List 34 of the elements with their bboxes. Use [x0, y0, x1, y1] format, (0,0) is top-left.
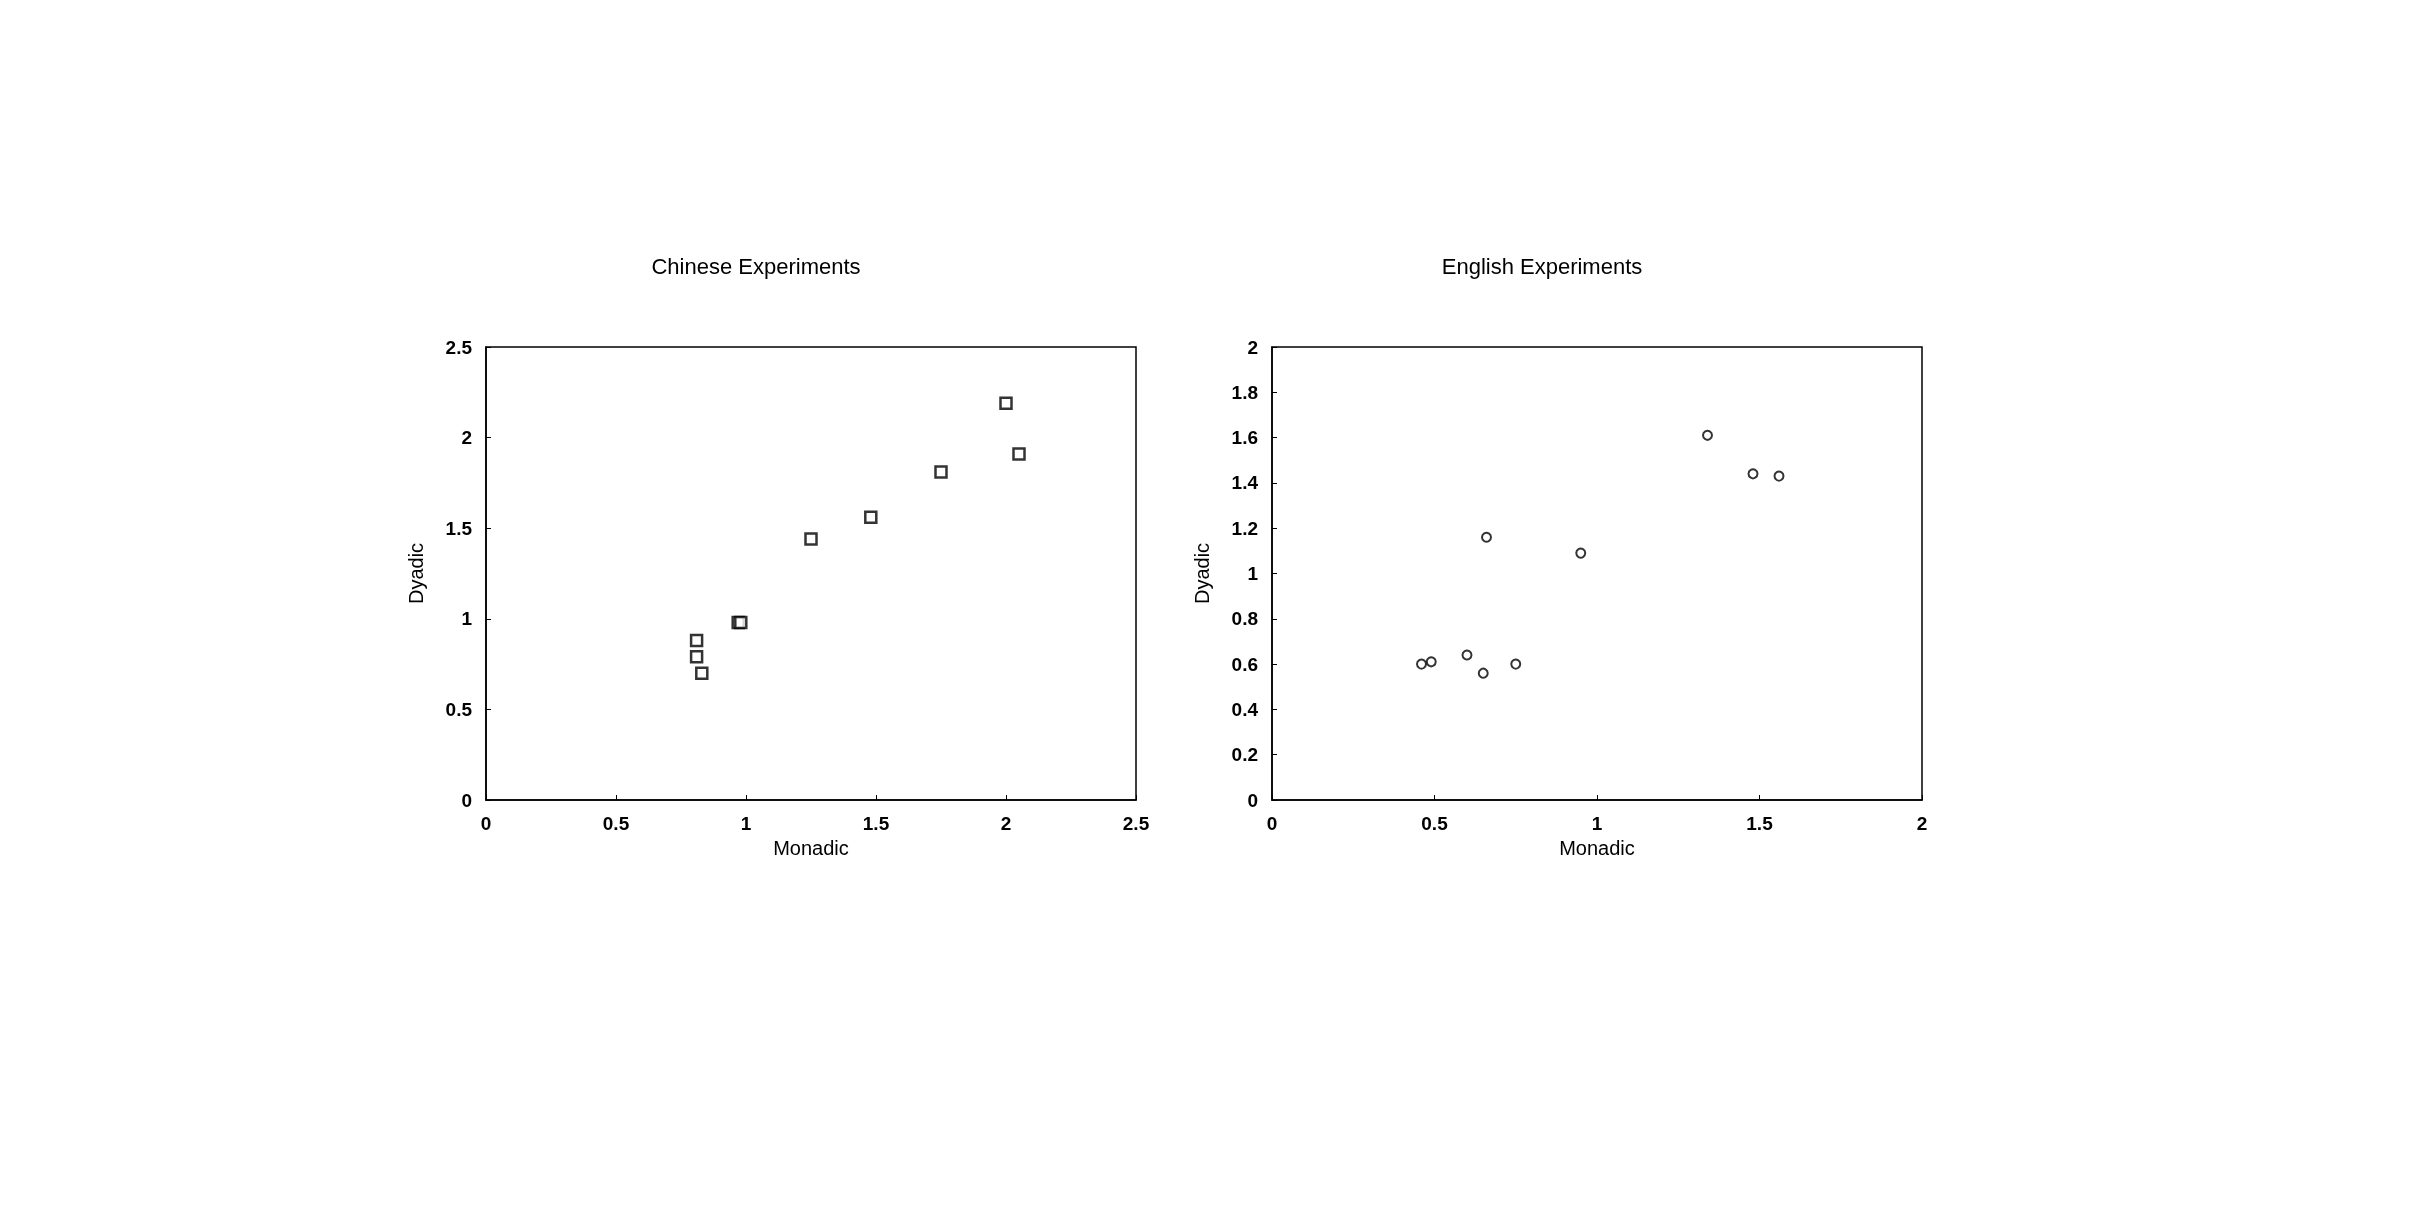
y-tick-label: 0.6	[1231, 653, 1258, 675]
y-tick-label: 0	[1247, 789, 1258, 811]
x-tick-label: 2	[1916, 813, 1928, 834]
x-tick-label: 1.5	[862, 813, 890, 834]
x-tick-label: 0	[480, 813, 492, 834]
y-tick-label: 1.8	[1231, 381, 1258, 403]
y-tick-label: 2	[461, 427, 472, 449]
x-tick-label: 0	[1266, 813, 1278, 834]
y-tick-label: 0.2	[1231, 744, 1258, 766]
y-axis-title: Dyadic	[1191, 542, 1213, 605]
x-tick-label: 1.5	[1746, 813, 1774, 834]
x-tick-label: 2	[1000, 813, 1012, 834]
x-tick-label: 2.5	[1122, 813, 1150, 834]
y-tick-label: 1.2	[1231, 517, 1258, 539]
y-tick-label: 1.6	[1231, 427, 1258, 449]
y-tick-label: 2.5	[445, 336, 473, 358]
y-tick-label: 1.4	[1231, 472, 1259, 494]
y-tick-label: 0	[461, 789, 472, 811]
y-tick-label: 1.5	[445, 517, 473, 539]
y-axis-title: Dyadic	[405, 542, 427, 605]
y-tick-label: 1	[1247, 563, 1259, 584]
y-tick-label: 1	[461, 608, 473, 630]
x-tick-label: 0.5	[602, 813, 630, 834]
y-tick-label: 2	[1247, 336, 1258, 358]
y-tick-label: 0.4	[1231, 698, 1259, 720]
x-axis-title: Monadic	[773, 836, 849, 859]
x-tick-label: 1	[740, 813, 752, 834]
y-tick-label: 0.8	[1231, 608, 1258, 630]
y-tick-label: 0.5	[445, 698, 473, 720]
chart-title: Chinese Experiments	[651, 253, 861, 279]
x-axis-title: Monadic	[1559, 836, 1635, 859]
x-tick-label: 1	[1591, 813, 1603, 834]
chart-title: English Experiments	[1441, 253, 1643, 279]
x-tick-label: 0.5	[1421, 813, 1449, 834]
